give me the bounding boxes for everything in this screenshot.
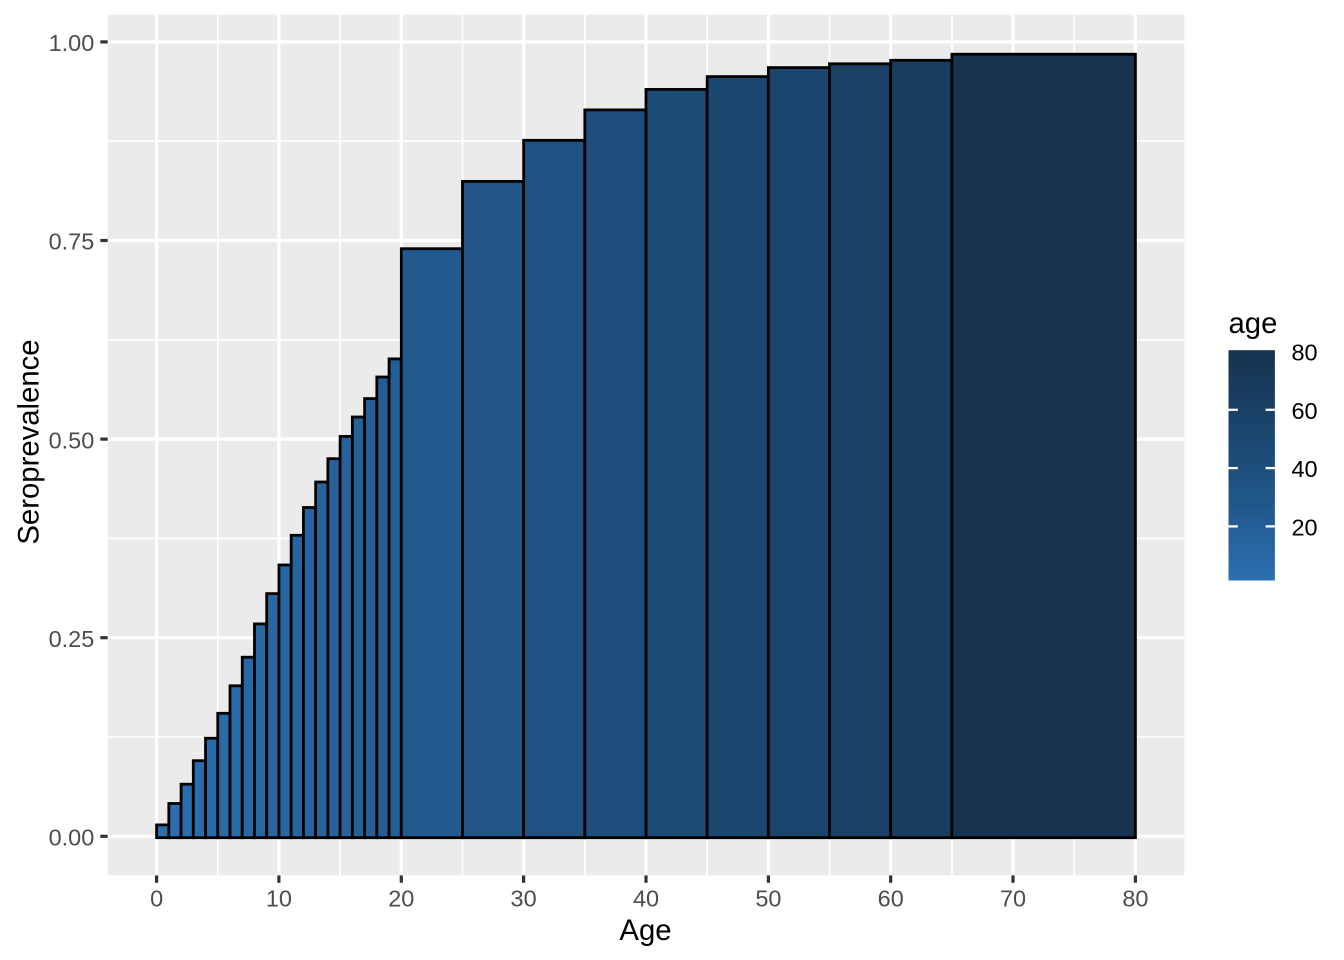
svg-text:80: 80: [1122, 886, 1148, 912]
svg-text:0.75: 0.75: [49, 229, 95, 255]
svg-text:0: 0: [150, 886, 163, 912]
svg-text:50: 50: [755, 886, 781, 912]
svg-text:60: 60: [1292, 398, 1318, 424]
svg-text:Age: Age: [619, 914, 671, 947]
svg-text:1.00: 1.00: [49, 30, 95, 56]
svg-text:40: 40: [633, 886, 659, 912]
svg-text:0.25: 0.25: [49, 626, 95, 652]
svg-text:30: 30: [511, 886, 537, 912]
svg-text:0.00: 0.00: [49, 825, 95, 851]
svg-text:age: age: [1229, 307, 1278, 340]
svg-text:10: 10: [266, 886, 292, 912]
svg-text:20: 20: [1292, 514, 1318, 540]
svg-text:0.50: 0.50: [49, 427, 95, 453]
svg-text:40: 40: [1292, 456, 1318, 482]
svg-text:Seroprevalence: Seroprevalence: [13, 339, 46, 544]
svg-text:80: 80: [1292, 340, 1318, 366]
svg-text:60: 60: [878, 886, 904, 912]
svg-text:70: 70: [1000, 886, 1026, 912]
svg-text:20: 20: [388, 886, 414, 912]
